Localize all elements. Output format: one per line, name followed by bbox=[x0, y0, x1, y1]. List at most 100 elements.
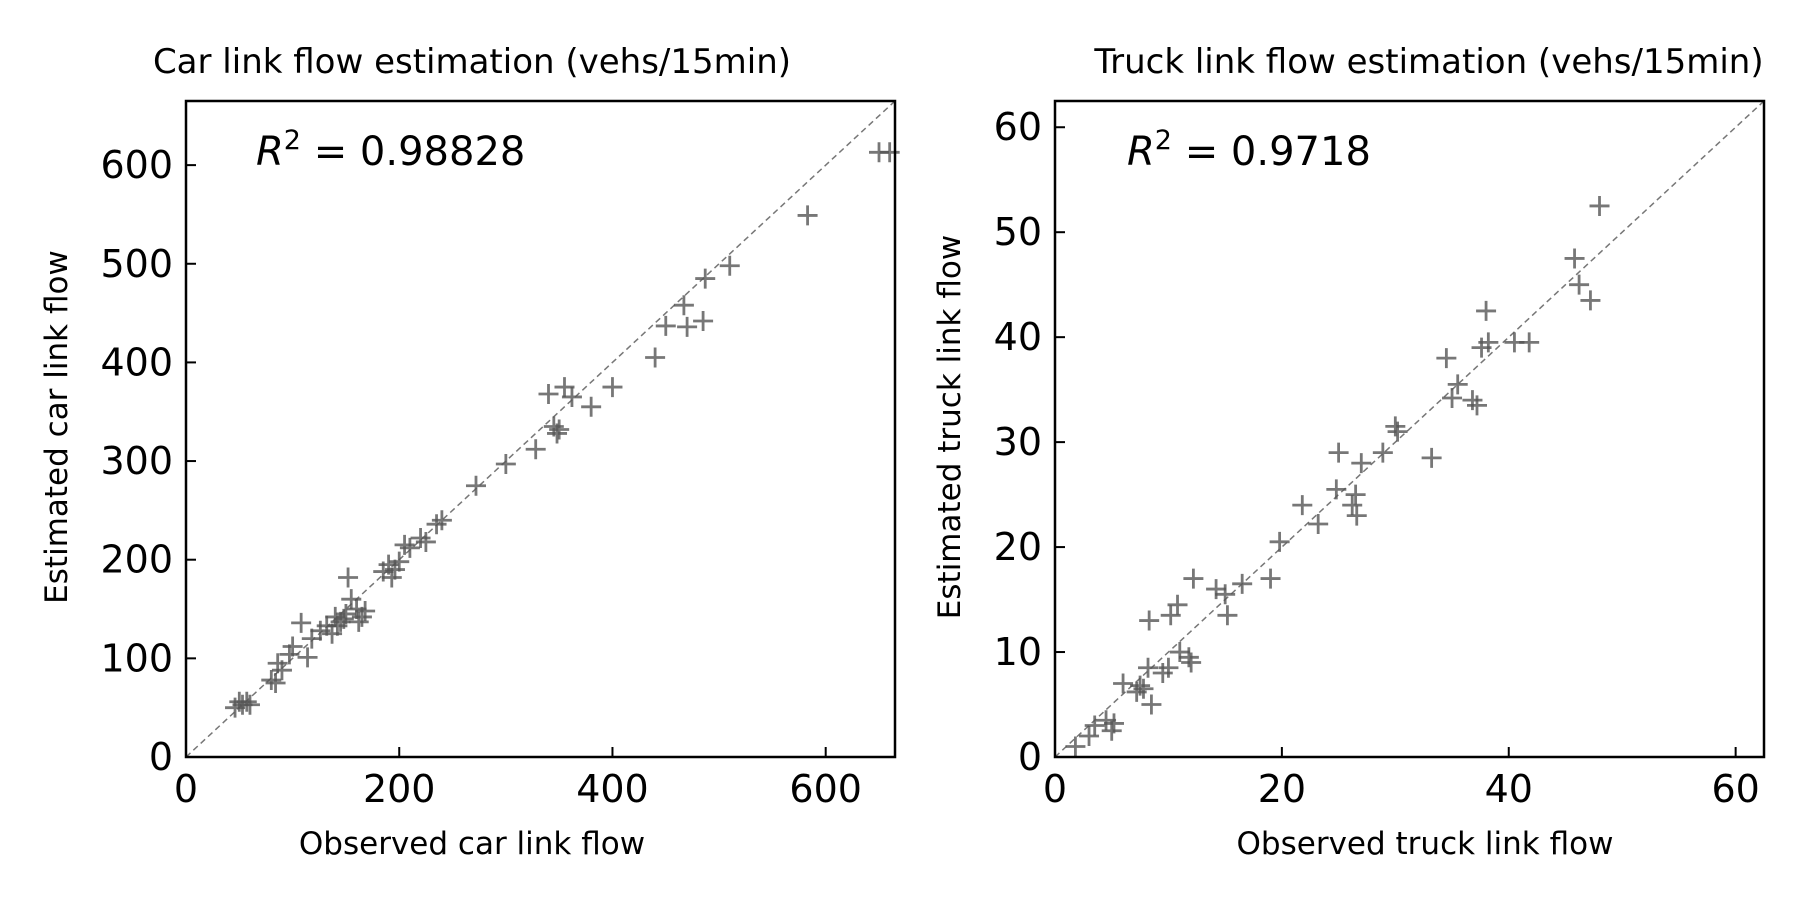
truck-data-point bbox=[1139, 610, 1160, 631]
car-data-point bbox=[581, 396, 602, 417]
car-data-point bbox=[282, 636, 303, 657]
truck-y-tick-label: 10 bbox=[994, 630, 1042, 674]
truck-y-tick-label: 30 bbox=[994, 420, 1042, 464]
truck-data-point bbox=[1589, 195, 1610, 216]
truck-data-point bbox=[1346, 505, 1367, 526]
car-flow-panel: Car link flow estimation (vehs/15min) Ob… bbox=[39, 42, 900, 862]
truck-data-point bbox=[1580, 290, 1601, 311]
car-data-point bbox=[495, 454, 516, 475]
car-data-point bbox=[271, 660, 292, 681]
truck-data-point bbox=[1569, 274, 1590, 295]
truck-y-tick-label: 20 bbox=[994, 525, 1042, 569]
car-data-point bbox=[465, 475, 486, 496]
truck-data-point bbox=[1158, 657, 1179, 678]
car-data-point bbox=[673, 295, 694, 316]
car-y-tick-label: 100 bbox=[100, 636, 173, 680]
car-data-point bbox=[338, 567, 359, 588]
truck-data-point bbox=[1436, 348, 1457, 369]
truck-data-point bbox=[1215, 584, 1236, 605]
truck-data-point bbox=[1447, 374, 1468, 395]
car-data-point bbox=[797, 205, 818, 226]
truck-data-point bbox=[1519, 332, 1540, 353]
truck-plot-frame bbox=[1053, 99, 1766, 759]
truck-y-tick-label: 40 bbox=[994, 315, 1042, 359]
car-data-point bbox=[261, 670, 282, 691]
car-data-point bbox=[693, 310, 714, 331]
car-data-point bbox=[549, 419, 570, 440]
truck-data-point bbox=[1442, 388, 1463, 409]
car-data-point bbox=[602, 377, 623, 398]
truck-data-point bbox=[1260, 568, 1281, 589]
truck-data-point bbox=[1476, 300, 1497, 321]
car-data-point bbox=[265, 673, 286, 694]
truck-data-point bbox=[1113, 673, 1134, 694]
car-identity-line bbox=[185, 100, 896, 758]
truck-x-tick-label: 0 bbox=[1043, 767, 1067, 811]
car-x-tick-label: 200 bbox=[363, 767, 436, 811]
truck-data-point bbox=[1269, 531, 1290, 552]
truck-data-point bbox=[1084, 715, 1105, 736]
car-y-tick-label: 200 bbox=[100, 538, 173, 582]
car-y-tick-label: 300 bbox=[100, 439, 173, 483]
car-data-point bbox=[341, 589, 362, 610]
truck-data-point bbox=[1564, 248, 1585, 269]
car-data-point bbox=[236, 691, 257, 712]
car-y-tick-label: 400 bbox=[100, 340, 173, 384]
truck-axis-ticks: 0 20 40 60 0 10 20 30 40 50 60 bbox=[994, 105, 1760, 811]
truck-x-tick-label: 60 bbox=[1711, 767, 1759, 811]
car-data-point bbox=[719, 255, 740, 276]
truck-y-axis-label: Estimated truck link flow bbox=[932, 235, 968, 619]
car-y-axis-label: Estimated car link flow bbox=[39, 250, 75, 604]
truck-data-point bbox=[1351, 453, 1372, 474]
truck-y-tick-label: 50 bbox=[994, 210, 1042, 254]
car-data-point bbox=[291, 612, 312, 633]
car-data-point bbox=[348, 611, 369, 632]
truck-data-point bbox=[1103, 713, 1124, 734]
car-data-points bbox=[225, 142, 900, 718]
truck-data-point bbox=[1387, 421, 1408, 442]
truck-flow-panel: Truck link flow estimation (vehs/15min) … bbox=[932, 42, 1766, 862]
truck-data-point bbox=[1133, 678, 1154, 699]
truck-data-point bbox=[1308, 513, 1329, 534]
truck-data-point bbox=[1206, 579, 1227, 600]
truck-data-point bbox=[1326, 479, 1347, 500]
truck-data-point bbox=[1467, 395, 1487, 416]
car-data-point bbox=[645, 347, 666, 368]
car-r-squared: R2 = 0.98828 bbox=[256, 125, 525, 175]
truck-data-point bbox=[1345, 484, 1366, 505]
car-data-point bbox=[415, 531, 436, 552]
car-y-tick-label: 0 bbox=[149, 735, 173, 779]
car-data-point bbox=[561, 386, 582, 407]
truck-data-point bbox=[1167, 594, 1188, 615]
car-x-tick-label: 0 bbox=[174, 767, 198, 811]
truck-data-point bbox=[1065, 736, 1086, 757]
car-data-point bbox=[355, 601, 376, 622]
car-data-point bbox=[547, 423, 568, 444]
car-data-point bbox=[297, 647, 318, 668]
truck-data-point bbox=[1342, 495, 1363, 516]
car-data-point bbox=[431, 510, 452, 531]
truck-data-point bbox=[1160, 605, 1181, 626]
car-data-point bbox=[335, 603, 356, 624]
car-data-point bbox=[677, 316, 698, 337]
truck-x-tick-label: 40 bbox=[1485, 767, 1533, 811]
truck-data-point bbox=[1421, 447, 1442, 468]
car-data-point bbox=[655, 315, 676, 336]
car-data-point bbox=[879, 142, 900, 163]
car-data-point bbox=[525, 439, 546, 460]
car-data-point bbox=[333, 608, 354, 629]
truck-data-point bbox=[1372, 442, 1393, 463]
car-plot-frame bbox=[184, 99, 897, 759]
truck-data-point bbox=[1181, 652, 1202, 673]
car-data-point bbox=[389, 551, 410, 572]
car-data-point bbox=[538, 383, 559, 404]
truck-data-point bbox=[1217, 605, 1238, 626]
truck-data-point bbox=[1169, 642, 1190, 663]
truck-data-point bbox=[1130, 675, 1151, 696]
car-data-point bbox=[239, 694, 260, 715]
car-data-point bbox=[399, 537, 420, 558]
truck-data-point bbox=[1478, 332, 1499, 353]
truck-data-point bbox=[1462, 390, 1483, 411]
truck-data-points bbox=[1065, 195, 1610, 757]
